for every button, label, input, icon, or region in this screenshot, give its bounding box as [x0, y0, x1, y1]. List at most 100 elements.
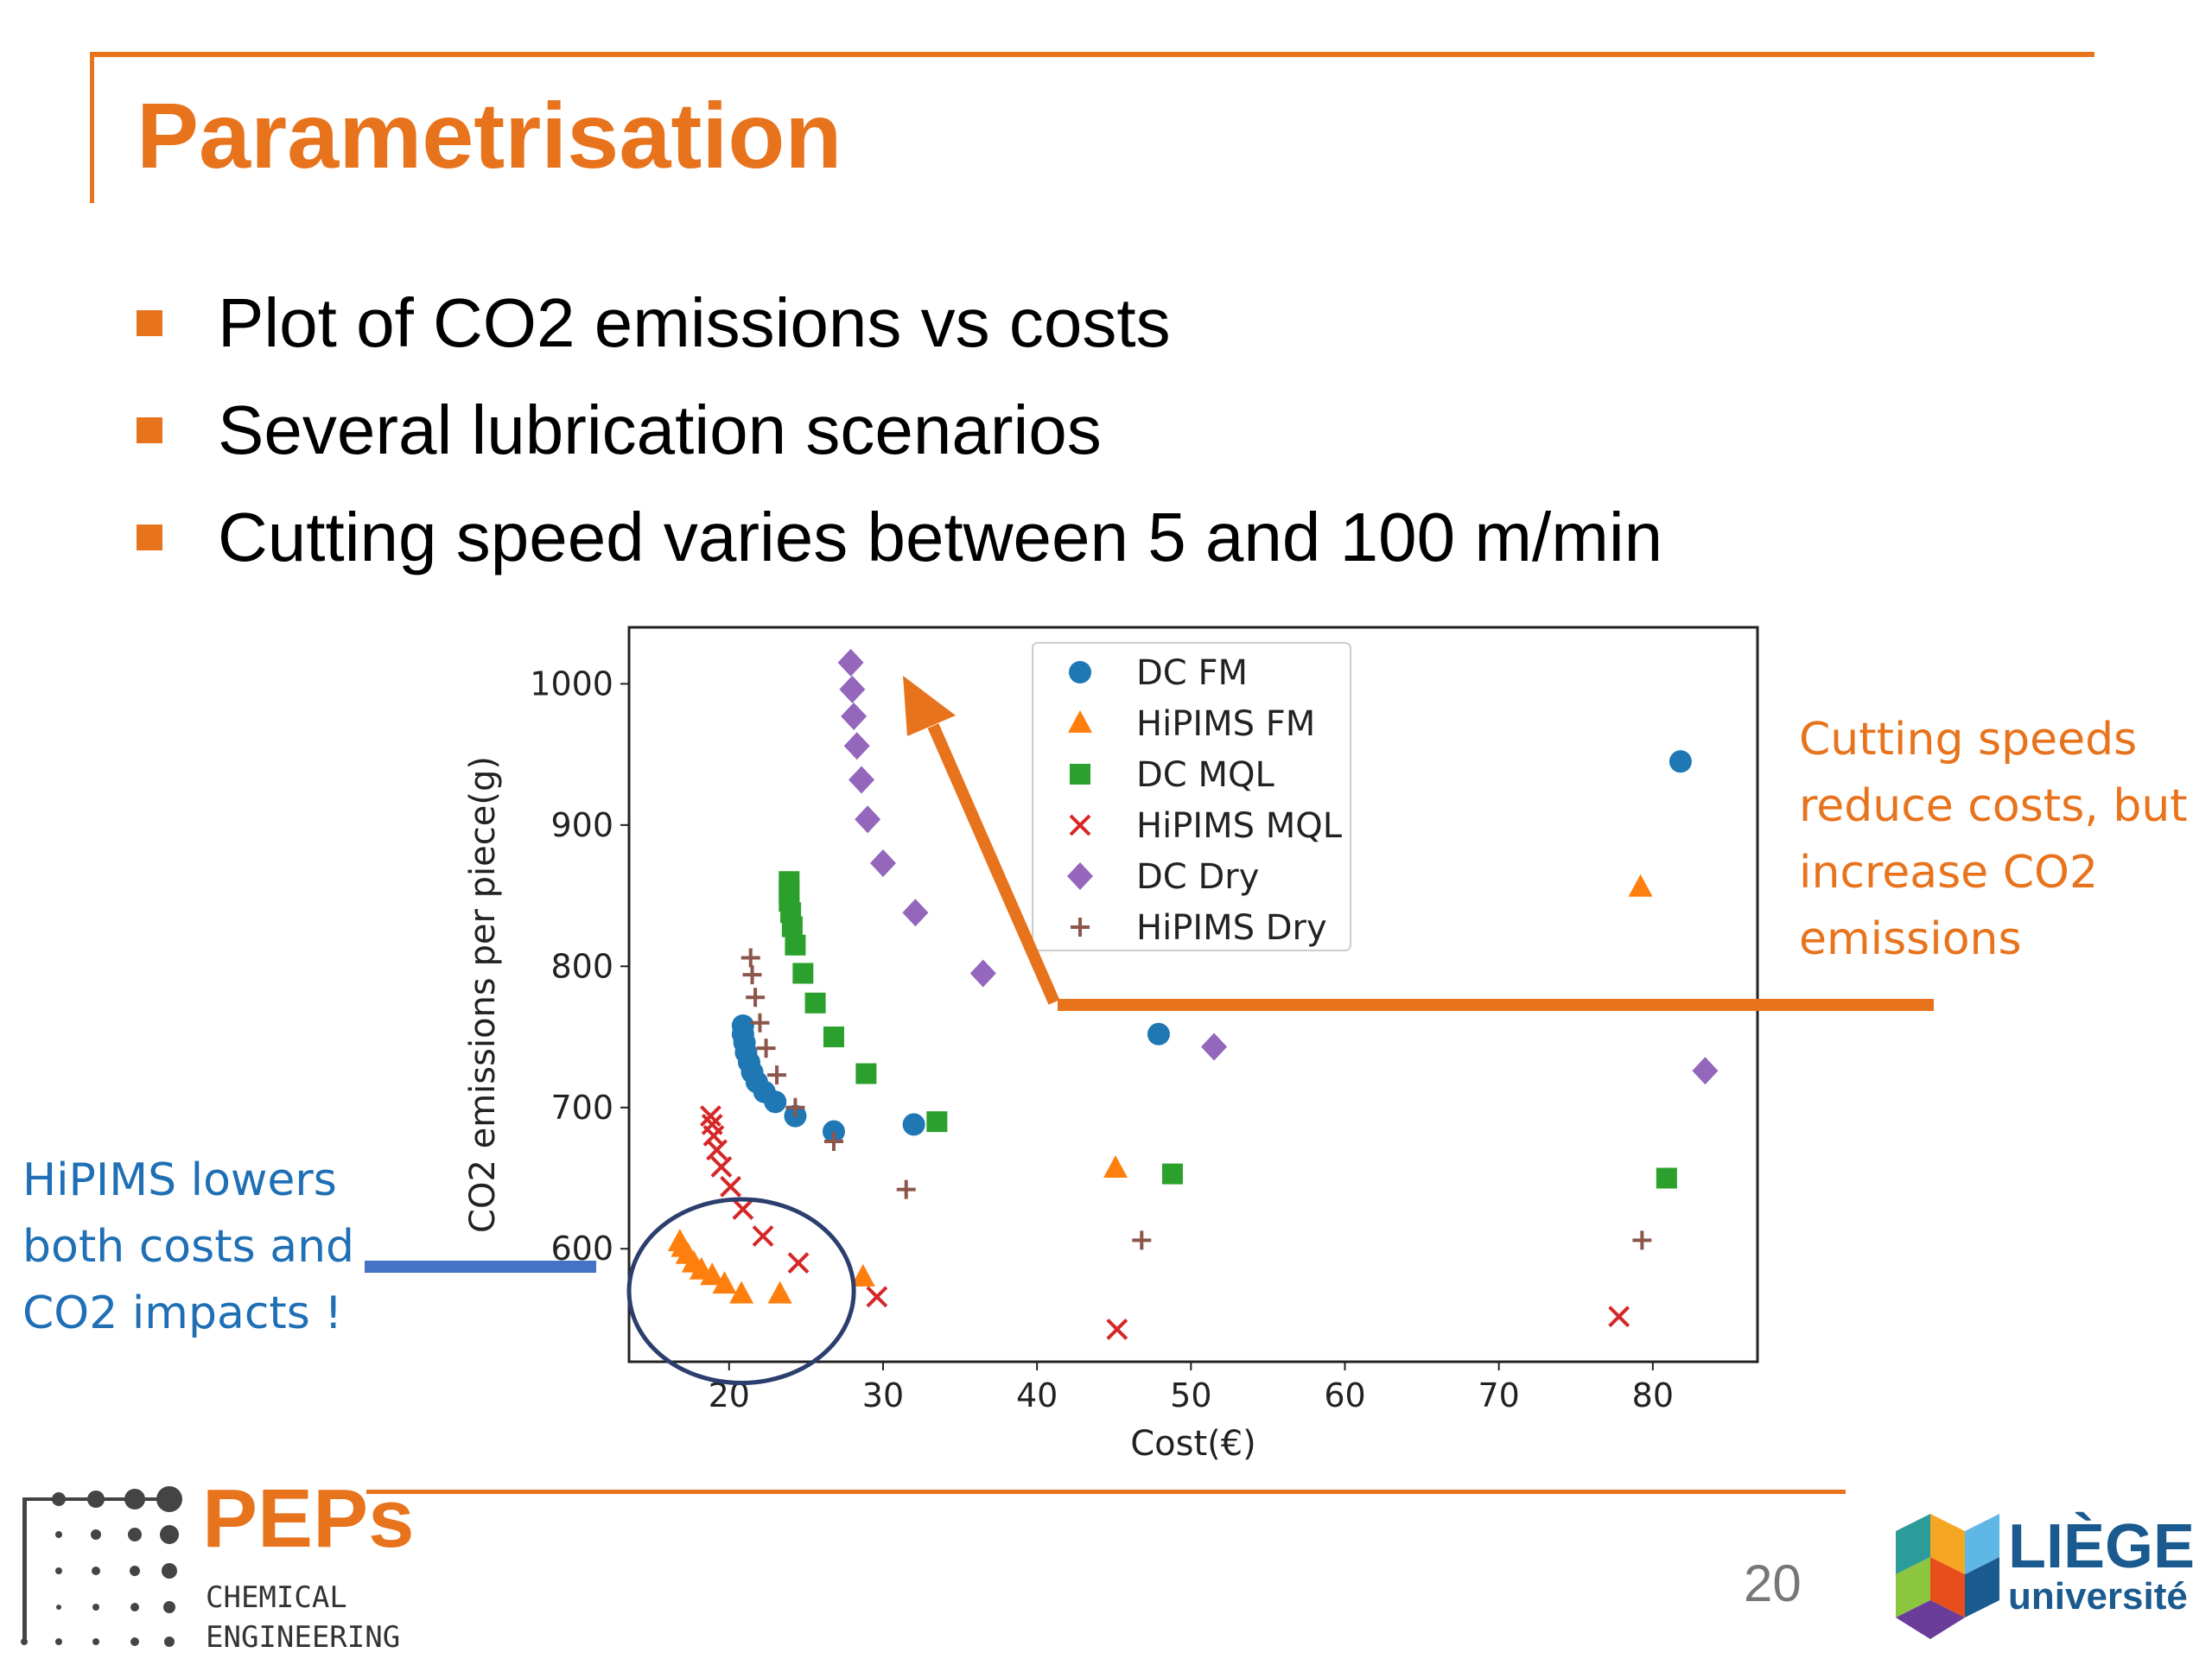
- legend-marker: [1068, 710, 1092, 733]
- data-point: [869, 849, 896, 877]
- data-point: [849, 766, 875, 794]
- data-point: [855, 805, 881, 834]
- data-point: [729, 1281, 754, 1304]
- legend-marker: [1070, 764, 1090, 785]
- data-point: [1628, 874, 1653, 897]
- liege-subtitle: université: [2008, 1575, 2188, 1618]
- y-tick-label: 900: [550, 806, 613, 844]
- peps-dots-logo-icon: [21, 1486, 182, 1647]
- peps-subtitle-line: ENGINEERING: [206, 1620, 401, 1655]
- legend-box: [1032, 642, 1351, 951]
- data-point: [756, 1039, 776, 1058]
- legend-marker: [1069, 814, 1091, 836]
- x-tick-label: 50: [1170, 1376, 1211, 1414]
- bullet-list: Plot of CO2 emissions vs costs Several l…: [137, 270, 1662, 591]
- bullet-item: Cutting speed varies between 5 and 100 m…: [137, 484, 1662, 591]
- legend-label: DC Dry: [1136, 857, 1259, 897]
- data-point: [1147, 1022, 1170, 1046]
- y-tick-label: 800: [550, 947, 613, 985]
- y-tick-label: 1000: [530, 664, 613, 702]
- data-point: [902, 899, 929, 927]
- data-point: [667, 1229, 692, 1252]
- legend-label: HiPIMS Dry: [1136, 908, 1327, 948]
- data-point: [822, 1120, 845, 1143]
- liege-name: LIÈGE: [2008, 1512, 2196, 1581]
- data-point: [823, 1132, 843, 1151]
- data-point: [926, 1111, 948, 1133]
- data-point: [731, 1014, 754, 1037]
- legend-label: DC MQL: [1136, 755, 1274, 795]
- data-point: [1103, 1155, 1128, 1179]
- data-point: [741, 948, 760, 968]
- legend-label: HiPIMS FM: [1136, 704, 1315, 744]
- data-point: [902, 1113, 925, 1136]
- y-axis-label: CO2 emissions per piece(g): [463, 756, 503, 1233]
- peps-subtitle-line: CHEMICAL: [206, 1580, 347, 1615]
- bullet-square-icon: [137, 417, 162, 443]
- bullet-text: Cutting speed varies between 5 and 100 m…: [218, 499, 1663, 575]
- data-point: [787, 1252, 810, 1274]
- data-point: [1692, 1057, 1719, 1085]
- data-point: [969, 959, 996, 988]
- data-point: [843, 732, 870, 760]
- data-point: [837, 648, 864, 677]
- data-point: [1161, 1163, 1183, 1185]
- peps-name: PEPs: [202, 1472, 415, 1565]
- note-right: Cutting speeds reduce costs, but increas…: [1799, 714, 2188, 965]
- data-point: [866, 1286, 888, 1308]
- data-point: [1106, 1318, 1128, 1340]
- data-point: [767, 1065, 787, 1085]
- data-point: [1201, 1033, 1228, 1061]
- legend-marker: [1071, 918, 1090, 937]
- x-tick-label: 30: [862, 1376, 904, 1414]
- data-point: [779, 871, 800, 893]
- data-point: [750, 1013, 770, 1033]
- data-point: [1632, 1230, 1652, 1250]
- plot-frame: [627, 626, 1759, 1363]
- legend-label: HiPIMS MQL: [1136, 806, 1343, 846]
- data-point: [785, 934, 806, 956]
- data-point: [896, 1179, 916, 1199]
- title-rule-left: [90, 52, 94, 203]
- note-left: HiPIMS lowers both costs and CO2 impacts…: [22, 1154, 355, 1339]
- data-point: [855, 1063, 877, 1084]
- data-point: [1669, 750, 1692, 773]
- y-tick-label: 700: [550, 1089, 613, 1127]
- data-point: [710, 1156, 733, 1178]
- data-point: [752, 1225, 774, 1247]
- data-point: [700, 1262, 725, 1286]
- data-point: [823, 1027, 844, 1048]
- x-axis-label: Cost(€): [1130, 1424, 1256, 1464]
- bullet-item: Plot of CO2 emissions vs costs: [137, 270, 1662, 377]
- arrow-shaft: [927, 723, 1060, 1005]
- legend-label: DC FM: [1136, 653, 1248, 693]
- legend-marker: [1069, 661, 1091, 683]
- bullet-item: Several lubrication scenarios: [137, 377, 1662, 484]
- data-point: [850, 1263, 875, 1287]
- bullet-square-icon: [137, 524, 162, 550]
- data-point: [700, 1105, 721, 1127]
- data-point: [720, 1175, 742, 1198]
- footer-rule: [366, 1490, 1846, 1494]
- title-rule-top: [90, 52, 2094, 57]
- data-point: [839, 675, 866, 703]
- page-number: 20: [1744, 1554, 1802, 1612]
- bullet-text: Plot of CO2 emissions vs costs: [218, 284, 1171, 361]
- data-point: [767, 1281, 792, 1304]
- data-point: [701, 1113, 723, 1135]
- x-tick-label: 40: [1016, 1376, 1058, 1414]
- x-tick-label: 70: [1478, 1376, 1519, 1414]
- slide-title: Parametrisation: [137, 83, 842, 188]
- bullet-text: Several lubrication scenarios: [218, 391, 1102, 468]
- data-point: [792, 963, 814, 984]
- liege-cube-logo-icon: [1896, 1514, 1999, 1639]
- arrow-head: [903, 676, 956, 736]
- bullet-square-icon: [137, 310, 162, 336]
- data-point: [1132, 1230, 1152, 1250]
- data-point: [746, 988, 766, 1007]
- data-point: [732, 1198, 754, 1220]
- data-point: [785, 1097, 805, 1117]
- legend-marker: [1067, 862, 1093, 890]
- data-point: [804, 992, 826, 1014]
